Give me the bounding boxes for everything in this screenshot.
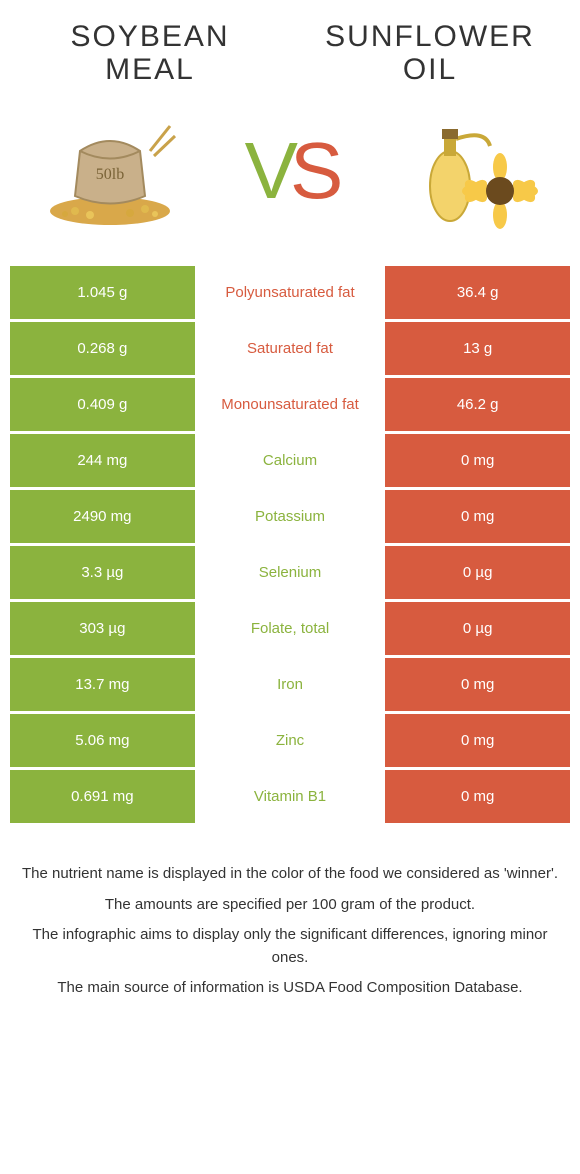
right-value: 0 µg	[385, 546, 570, 599]
right-title-line1: SUNFLOWER	[325, 20, 535, 53]
vs-label: VS	[245, 131, 336, 211]
table-row: 0.268 gSaturated fat13 g	[10, 322, 570, 375]
table-row: 13.7 mgIron0 mg	[10, 658, 570, 711]
right-title: SUNFLOWER OIL	[290, 20, 570, 86]
left-title-line2: MEAL	[105, 53, 195, 86]
table-row: 303 µgFolate, total0 µg	[10, 602, 570, 655]
nutrient-label: Iron	[198, 658, 383, 711]
left-value: 0.409 g	[10, 378, 195, 431]
table-row: 5.06 mgZinc0 mg	[10, 714, 570, 767]
left-value: 0.691 mg	[10, 770, 195, 823]
nutrient-label: Saturated fat	[198, 322, 383, 375]
table-row: 3.3 µgSelenium0 µg	[10, 546, 570, 599]
right-value: 0 µg	[385, 602, 570, 655]
nutrient-label: Potassium	[198, 490, 383, 543]
footnote-line: The amounts are specified per 100 gram o…	[10, 894, 570, 917]
left-value: 3.3 µg	[10, 546, 195, 599]
left-value: 13.7 mg	[10, 658, 195, 711]
left-image: 50lb	[30, 106, 190, 236]
left-value: 244 mg	[10, 434, 195, 487]
left-value: 2490 mg	[10, 490, 195, 543]
images-row: 50lb VS	[10, 106, 570, 236]
nutrient-label: Calcium	[198, 434, 383, 487]
table-row: 2490 mgPotassium0 mg	[10, 490, 570, 543]
header: SOYBEAN MEAL SUNFLOWER OIL	[10, 20, 570, 86]
footnotes: The nutrient name is displayed in the co…	[10, 863, 570, 1000]
right-value: 0 mg	[385, 434, 570, 487]
right-value: 13 g	[385, 322, 570, 375]
right-value: 0 mg	[385, 770, 570, 823]
nutrient-label: Zinc	[198, 714, 383, 767]
right-value: 46.2 g	[385, 378, 570, 431]
right-value: 0 mg	[385, 490, 570, 543]
right-image	[390, 106, 550, 236]
left-value: 0.268 g	[10, 322, 195, 375]
table-row: 1.045 gPolyunsaturated fat36.4 g	[10, 266, 570, 319]
footnote-line: The infographic aims to display only the…	[10, 924, 570, 969]
table-row: 0.691 mgVitamin B10 mg	[10, 770, 570, 823]
soybean-meal-icon: 50lb	[40, 111, 180, 231]
right-title-line2: OIL	[403, 53, 457, 86]
table-row: 244 mgCalcium0 mg	[10, 434, 570, 487]
table-row: 0.409 gMonounsaturated fat46.2 g	[10, 378, 570, 431]
right-value: 0 mg	[385, 658, 570, 711]
footnote-line: The nutrient name is displayed in the co…	[10, 863, 570, 886]
right-value: 0 mg	[385, 714, 570, 767]
nutrient-label: Polyunsaturated fat	[198, 266, 383, 319]
nutrient-label: Folate, total	[198, 602, 383, 655]
vs-v: V	[245, 126, 290, 215]
right-value: 36.4 g	[385, 266, 570, 319]
left-value: 1.045 g	[10, 266, 195, 319]
comparison-table: 1.045 gPolyunsaturated fat36.4 g0.268 gS…	[10, 266, 570, 823]
svg-text:50lb: 50lb	[96, 166, 124, 183]
nutrient-label: Vitamin B1	[198, 770, 383, 823]
nutrient-label: Selenium	[198, 546, 383, 599]
left-title-line1: SOYBEAN	[70, 20, 229, 53]
nutrient-label: Monounsaturated fat	[198, 378, 383, 431]
footnote-line: The main source of information is USDA F…	[10, 977, 570, 1000]
vs-s: S	[290, 126, 335, 215]
left-value: 5.06 mg	[10, 714, 195, 767]
left-title: SOYBEAN MEAL	[10, 20, 290, 86]
left-value: 303 µg	[10, 602, 195, 655]
sunflower-oil-icon	[400, 111, 540, 231]
